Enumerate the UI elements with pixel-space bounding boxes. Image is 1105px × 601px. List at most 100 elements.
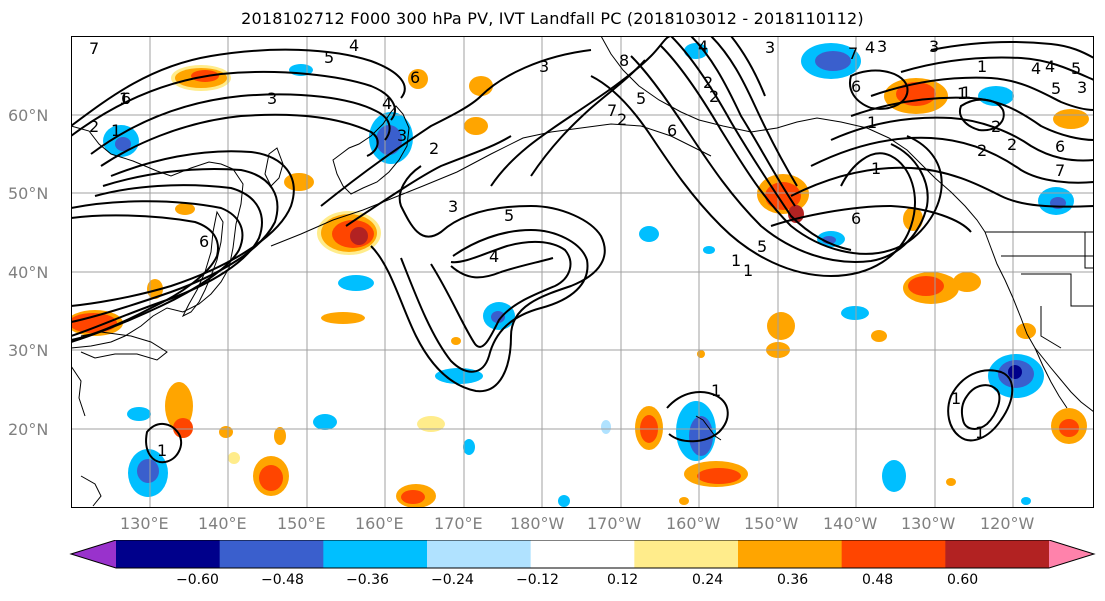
ivt-blob <box>946 478 956 486</box>
contour-label: 4 <box>349 36 359 55</box>
contour-label: 5 <box>324 48 334 67</box>
ivt-blob <box>1021 497 1031 505</box>
colorbar-segment <box>945 540 1050 568</box>
contour-label: 6 <box>199 232 209 251</box>
ivt-blob <box>137 459 159 483</box>
contour-label: 4 <box>1031 59 1041 78</box>
pv-contour <box>490 36 672 187</box>
contour-label: 1 <box>961 83 971 102</box>
coastline <box>695 415 722 441</box>
coastline <box>71 365 86 417</box>
colorbar-segment <box>841 540 946 568</box>
ivt-positive-blobs <box>71 65 1089 508</box>
contour-label: 3 <box>397 126 407 145</box>
pv-contour <box>530 59 646 177</box>
pv-contour <box>690 36 796 207</box>
colorbar-segment <box>427 540 532 568</box>
contour-label: 1 <box>871 159 881 178</box>
lon-label: 130°E <box>120 514 169 533</box>
contour-label: 2 <box>977 141 987 160</box>
ivt-blob <box>417 416 445 432</box>
pv-contour <box>71 167 279 323</box>
pv-contour <box>100 113 379 167</box>
pv-contour <box>430 240 572 348</box>
ivt-blob <box>175 203 195 215</box>
ivt-blob <box>871 330 887 342</box>
ivt-blob <box>697 350 705 358</box>
pv-contours <box>71 36 1094 464</box>
contour-label: 3 <box>448 197 458 216</box>
contour-label: 1 <box>711 381 721 400</box>
contour-label: 8 <box>619 51 629 70</box>
colorbar-tick-label: 0.12 <box>607 572 639 588</box>
pv-contour <box>830 116 1094 162</box>
coastline <box>80 475 102 507</box>
contour-label: 5 <box>757 237 767 256</box>
colorbar-tick-label: 0.24 <box>692 572 724 588</box>
colorbar-tick-label: 0.36 <box>777 572 809 588</box>
coastlines <box>71 36 1094 507</box>
contour-label: 2 <box>1007 135 1017 154</box>
pv-contour <box>930 41 1094 59</box>
contour-label: 6 <box>851 209 861 228</box>
pv-contour <box>71 184 263 337</box>
ivt-blob <box>882 460 906 492</box>
pv-contour <box>960 384 1001 430</box>
contour-label: 2 <box>429 139 439 158</box>
lon-label: 160°W <box>666 514 721 533</box>
ivt-blob <box>173 418 193 438</box>
colorbar-tick-label: 0.48 <box>862 572 894 588</box>
ivt-blob <box>679 497 689 505</box>
contour-label: 3 <box>539 57 549 76</box>
colorbar-segment <box>116 540 221 568</box>
contour-label: 5 <box>1071 59 1081 78</box>
colorbar-outline <box>69 540 1096 569</box>
contour-label: 6 <box>1055 137 1065 156</box>
colorbar-extend-high <box>1049 540 1094 568</box>
colorbar-tick-label: −0.36 <box>346 572 389 588</box>
ivt-blob <box>689 416 713 456</box>
contour-label: 1 <box>111 121 121 140</box>
contour-label: 2 <box>709 87 719 106</box>
contour-label: 1 <box>975 423 985 442</box>
pv-contour <box>810 136 1094 184</box>
contour-label: 3 <box>877 37 887 56</box>
lon-label: 130°W <box>901 514 956 533</box>
ivt-blob <box>284 173 314 191</box>
coastline <box>984 231 1094 413</box>
lon-label: 160°E <box>355 514 404 533</box>
lon-label: 150°W <box>744 514 799 533</box>
coastline <box>181 210 224 318</box>
lon-label: 150°E <box>277 514 326 533</box>
lon-label: 170°W <box>587 514 642 533</box>
pv-contour <box>870 76 1094 111</box>
lon-label: 120°W <box>980 514 1035 533</box>
ivt-blob <box>147 279 163 299</box>
pv-contour <box>670 36 852 251</box>
ivt-blob <box>767 312 795 340</box>
contour-label: 1 <box>957 84 967 103</box>
lat-label: 60°N <box>8 106 49 125</box>
pv-contour <box>630 55 929 263</box>
pv-contour <box>345 135 512 227</box>
colorbar-segment <box>323 540 428 568</box>
contour-label: 1 <box>743 261 753 280</box>
ivt-blob <box>601 420 611 434</box>
pv-contour <box>770 204 972 233</box>
contour-label: 1 <box>951 389 961 408</box>
pv-contour <box>900 56 1094 81</box>
ivt-blob <box>953 272 981 292</box>
ivt-blob <box>841 306 869 320</box>
ivt-blob <box>350 227 368 245</box>
contour-label: 6 <box>851 77 861 96</box>
ivt-negative-blobs <box>103 43 1074 507</box>
ivt-blob <box>1008 365 1022 379</box>
ivt-blob <box>469 76 493 96</box>
contour-label: 2 <box>89 117 99 136</box>
coastline <box>600 36 986 233</box>
ivt-blob <box>463 439 475 455</box>
ivt-blob <box>313 414 337 430</box>
contour-label: 2 <box>991 117 1001 136</box>
ivt-blob <box>228 452 240 464</box>
ivt-blob <box>71 313 117 333</box>
